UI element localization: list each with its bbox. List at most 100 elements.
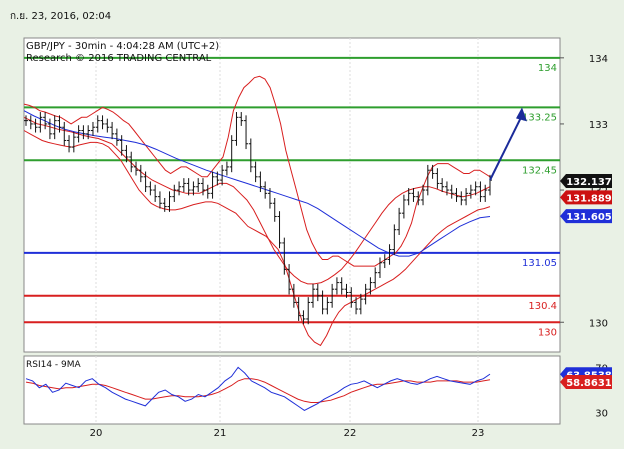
price-bar [71,131,76,153]
price-bar [435,168,440,189]
x-tick-label: 22 [344,428,357,439]
rsi-y-tick-label: 30 [595,409,608,420]
price-bar [444,181,449,196]
price-bar [114,128,119,146]
price-bar [311,283,316,308]
price-bar [344,283,349,298]
price-bar [430,164,435,179]
price-bar [138,164,143,183]
price-bar [267,188,272,209]
price-bar [406,188,411,206]
price-bar [282,237,287,275]
price-bar [177,181,182,196]
price-bar [200,178,205,196]
forecast-arrow-head [516,107,527,122]
level-label: 133.25 [522,112,557,123]
bollinger-lower [23,130,491,347]
price-bar [24,115,28,126]
price-bar [464,188,469,206]
price-bar [468,184,473,199]
price-bar [478,181,483,202]
rsi-badge: 58.8631 [560,374,612,389]
price-bar [153,184,158,202]
price-bar [315,283,320,302]
price-bar [454,188,459,202]
price-bar [339,277,344,295]
price-bar [172,184,177,202]
price-bar [397,207,402,235]
level-label: 131.05 [522,258,557,269]
price-bar [330,283,335,308]
price-bar [43,112,48,130]
price-bar [272,197,277,222]
price-bar [440,178,445,193]
price-bar [287,264,292,295]
price-bar [224,161,229,176]
chart-title: GBP/JPY - 30min - 4:04:28 AM (UTC+2) [26,41,219,52]
price-bar [210,171,215,199]
price-bar [459,191,464,206]
x-tick-label: 20 [90,428,103,439]
bollinger-mid [23,116,491,285]
price-bar [110,121,115,140]
price-bar [248,138,253,173]
price-bar [306,297,311,325]
level-label: 134 [538,63,557,74]
price-badge-label: 131.889 [566,193,612,204]
bollinger-upper [23,75,491,267]
price-bar [157,191,162,209]
price-bar [354,297,359,315]
price-bar [186,178,191,196]
price-bar [416,191,421,206]
price-bar [205,184,210,199]
price-bar [143,171,148,193]
chart-subtitle: Research © 2016 TRADING CENTRAL [26,53,212,64]
price-bar [124,145,129,163]
forecast-arrow-line [489,114,523,181]
price-bar [47,118,52,140]
price-bar [28,115,33,130]
price-bar [320,290,325,315]
price-bar [421,184,426,206]
price-bar [296,297,301,321]
price-bar [449,184,454,199]
price-bar [220,164,225,186]
price-bar [387,244,392,265]
price-bar [349,287,354,308]
y-tick-label: 134 [589,54,608,65]
price-bar [119,135,124,156]
price-bar [234,112,239,146]
price-bar [425,164,430,196]
price-bar [473,181,478,196]
price-bar [52,115,57,140]
price-bar [325,297,330,315]
price-bar [483,184,488,202]
price-bar [38,112,43,133]
y-tick-label: 130 [589,318,608,329]
price-bar [358,293,363,315]
price-badge-label: 131.605 [566,212,612,223]
price-bar [373,267,378,288]
price-bar [253,161,258,183]
price-bar [100,115,105,130]
rsi-line [25,366,491,411]
price-bar [191,181,196,196]
main-panel [23,37,561,353]
price-bar [95,115,100,133]
rsi-badge-label: 58.8631 [566,378,612,389]
rsi-ma-line [25,378,491,403]
price-bar [334,277,339,295]
chart-date-header: ก.ย. 23, 2016, 02:04 [10,11,112,22]
price-bar [382,254,387,269]
price-bar [277,211,282,249]
moving-average-line [23,110,491,257]
y-tick-label: 133 [589,120,608,131]
rsi-label: RSI14 - 9MA [26,360,82,370]
price-bar [67,135,72,153]
price-bar [129,151,134,173]
price-bar [62,121,67,146]
price-bar [239,112,244,126]
price-bar [401,194,406,219]
price-bar [134,161,139,176]
